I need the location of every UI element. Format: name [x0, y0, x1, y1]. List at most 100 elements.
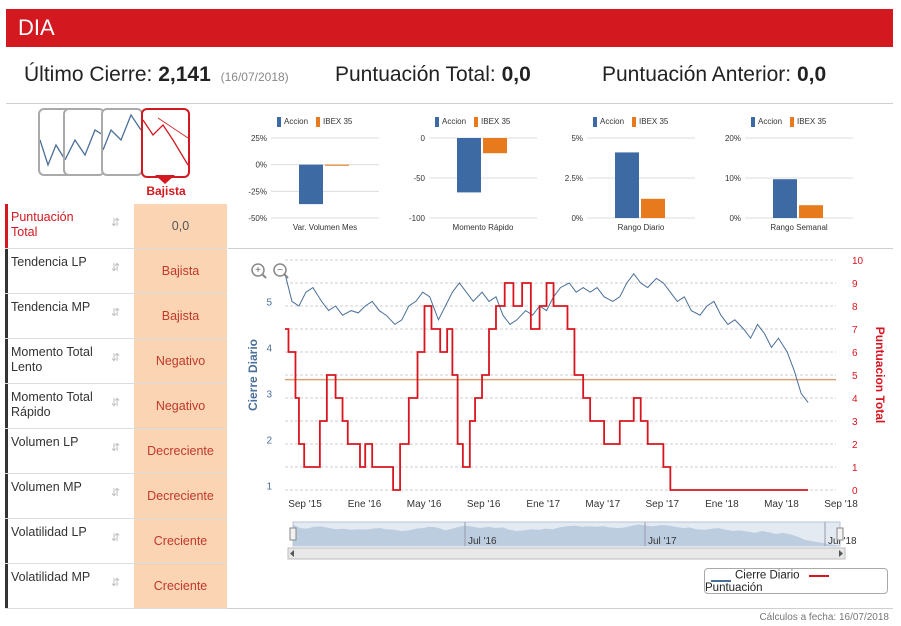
- indicator-row[interactable]: Tendencia LP ⇵ Bajista: [5, 249, 227, 294]
- y-tick-label: 3: [266, 389, 272, 400]
- indicator-label: Volatilidad MP: [11, 570, 91, 584]
- row-marker: [5, 204, 8, 248]
- trend-line-icon: [64, 129, 104, 161]
- zoom-in-button[interactable]: +: [251, 263, 267, 279]
- indicator-value: Negativo: [134, 384, 227, 428]
- indicator-value: Creciente: [134, 564, 227, 608]
- zoom-out-button[interactable]: −: [273, 263, 289, 279]
- sort-icon[interactable]: ⇵: [111, 577, 121, 589]
- bar-accion[interactable]: [457, 138, 481, 193]
- row-marker: [5, 294, 8, 338]
- y-tick-label: -50: [413, 174, 425, 183]
- last-close-label: Último Cierre:: [24, 63, 153, 86]
- mini-chart-title: Var. Volumen Mes: [293, 223, 357, 232]
- indicator-value: Negativo: [134, 339, 227, 383]
- legend-swatch: [751, 117, 755, 127]
- bar-ibex[interactable]: [483, 138, 507, 154]
- bar-accion[interactable]: [773, 179, 797, 218]
- legend-label: Accion: [758, 117, 783, 127]
- indicator-row[interactable]: Momento Total Rápido ⇵ Negativo: [5, 384, 227, 429]
- legend-label: Accion: [442, 117, 467, 127]
- y-tick-label: 5: [266, 297, 272, 308]
- navigator-handle[interactable]: [289, 527, 297, 541]
- trend-card-3: [101, 108, 143, 176]
- y-tick-label: 2: [266, 435, 272, 446]
- row-marker: [5, 384, 8, 428]
- indicator-row[interactable]: Volatilidad MP ⇵ Creciente: [5, 564, 227, 609]
- sort-icon[interactable]: ⇵: [111, 262, 121, 274]
- legend-swatch: [277, 117, 281, 127]
- legend-label: Accion: [600, 117, 625, 127]
- scrollbar[interactable]: [287, 547, 846, 560]
- indicator-row[interactable]: Tendencia MP ⇵ Bajista: [5, 294, 227, 339]
- divider: [6, 103, 893, 104]
- legend-cierre-label: Cierre Diario: [735, 569, 800, 582]
- indicator-row[interactable]: Volumen LP ⇵ Decreciente: [5, 429, 227, 474]
- y-tick-label: 20%: [725, 134, 741, 143]
- legend-puntuacion-label: Puntuación: [705, 582, 763, 594]
- y2-tick-label: 5: [852, 371, 858, 382]
- series-puntuacion[interactable]: [285, 282, 809, 491]
- bar-ibex[interactable]: [641, 198, 665, 218]
- svg-text:+: +: [255, 265, 261, 276]
- indicator-row[interactable]: Volumen MP ⇵ Decreciente: [5, 474, 227, 519]
- mini-chart-legend: Accion IBEX 35: [743, 117, 826, 127]
- navigator-label: Jul '17: [648, 536, 677, 547]
- scroll-left-icon[interactable]: [290, 550, 294, 557]
- indicator-value: Bajista: [134, 294, 227, 338]
- mini-bar-chart: 0 -50 -100 Momento Rápido: [409, 134, 537, 232]
- indicator-row[interactable]: Puntuación Total ⇵ 0,0: [5, 204, 227, 249]
- mini-chart-legend: Accion IBEX 35: [427, 117, 510, 127]
- bar-ibex[interactable]: [799, 205, 823, 218]
- navigator-label: Jul '16: [468, 536, 497, 547]
- sort-icon[interactable]: ⇵: [111, 397, 121, 409]
- series-cierre-diario[interactable]: [284, 272, 809, 403]
- x-tick-label: Ene '17: [526, 499, 560, 510]
- y2-tick-label: 7: [852, 325, 858, 336]
- row-marker: [5, 564, 8, 608]
- bar-accion[interactable]: [615, 152, 639, 218]
- mini-bar-chart: 5% 2.5% 0% Rango Diario: [565, 134, 695, 232]
- sort-icon[interactable]: ⇵: [111, 307, 121, 319]
- last-close-date: (16/07/2018): [220, 70, 289, 84]
- mini-chart-title: Rango Semanal: [770, 223, 828, 232]
- indicator-label: Volatilidad LP: [11, 525, 87, 539]
- page-title: DIA: [18, 15, 55, 40]
- indicator-row[interactable]: Momento Total Lento ⇵ Negativo: [5, 339, 227, 384]
- row-marker: [5, 249, 8, 293]
- indicator-value: Creciente: [134, 519, 227, 563]
- y2-tick-label: 1: [852, 463, 858, 474]
- sort-icon[interactable]: ⇵: [111, 487, 121, 499]
- indicator-value: Decreciente: [134, 474, 227, 518]
- legend-swatch: [593, 117, 597, 127]
- sort-icon[interactable]: ⇵: [111, 352, 121, 364]
- navigator-handle[interactable]: [836, 527, 844, 541]
- indicator-label: Volumen MP: [11, 480, 82, 494]
- main-chart-legend[interactable]: Cierre Diario Puntuación: [704, 568, 888, 594]
- sort-icon[interactable]: ⇵: [111, 217, 121, 229]
- bar-ibex[interactable]: [325, 164, 349, 166]
- bar-accion[interactable]: [299, 164, 323, 205]
- sort-icon[interactable]: ⇵: [111, 532, 121, 544]
- x-tick-label: May '17: [585, 499, 620, 510]
- svg-text:−: −: [277, 265, 283, 276]
- total-score-value: 0,0: [501, 63, 531, 86]
- mini-chart-title: Momento Rápido: [453, 223, 514, 232]
- sort-icon[interactable]: ⇵: [111, 442, 121, 454]
- x-tick-label: Sep '17: [646, 499, 680, 510]
- y2-tick-label: 0: [852, 486, 858, 497]
- y-axis-label: Cierre Diario: [246, 339, 260, 411]
- y2-tick-label: 8: [852, 302, 858, 313]
- y2-tick-label: 3: [852, 417, 858, 428]
- y-tick-label: 0%: [571, 214, 583, 223]
- indicator-row[interactable]: Volatilidad LP ⇵ Creciente: [5, 519, 227, 564]
- x-tick-label: Ene '18: [705, 499, 739, 510]
- mini-chart-legend: Accion IBEX 35: [585, 117, 668, 127]
- y-tick-label: 2.5%: [565, 174, 583, 183]
- legend-puntuacion-swatch: [808, 574, 829, 577]
- y-tick-label: 5%: [571, 134, 583, 143]
- indicator-label: Tendencia LP: [11, 255, 87, 269]
- row-marker: [5, 339, 8, 383]
- indicator-value: Bajista: [134, 249, 227, 293]
- scroll-right-icon[interactable]: [839, 550, 843, 557]
